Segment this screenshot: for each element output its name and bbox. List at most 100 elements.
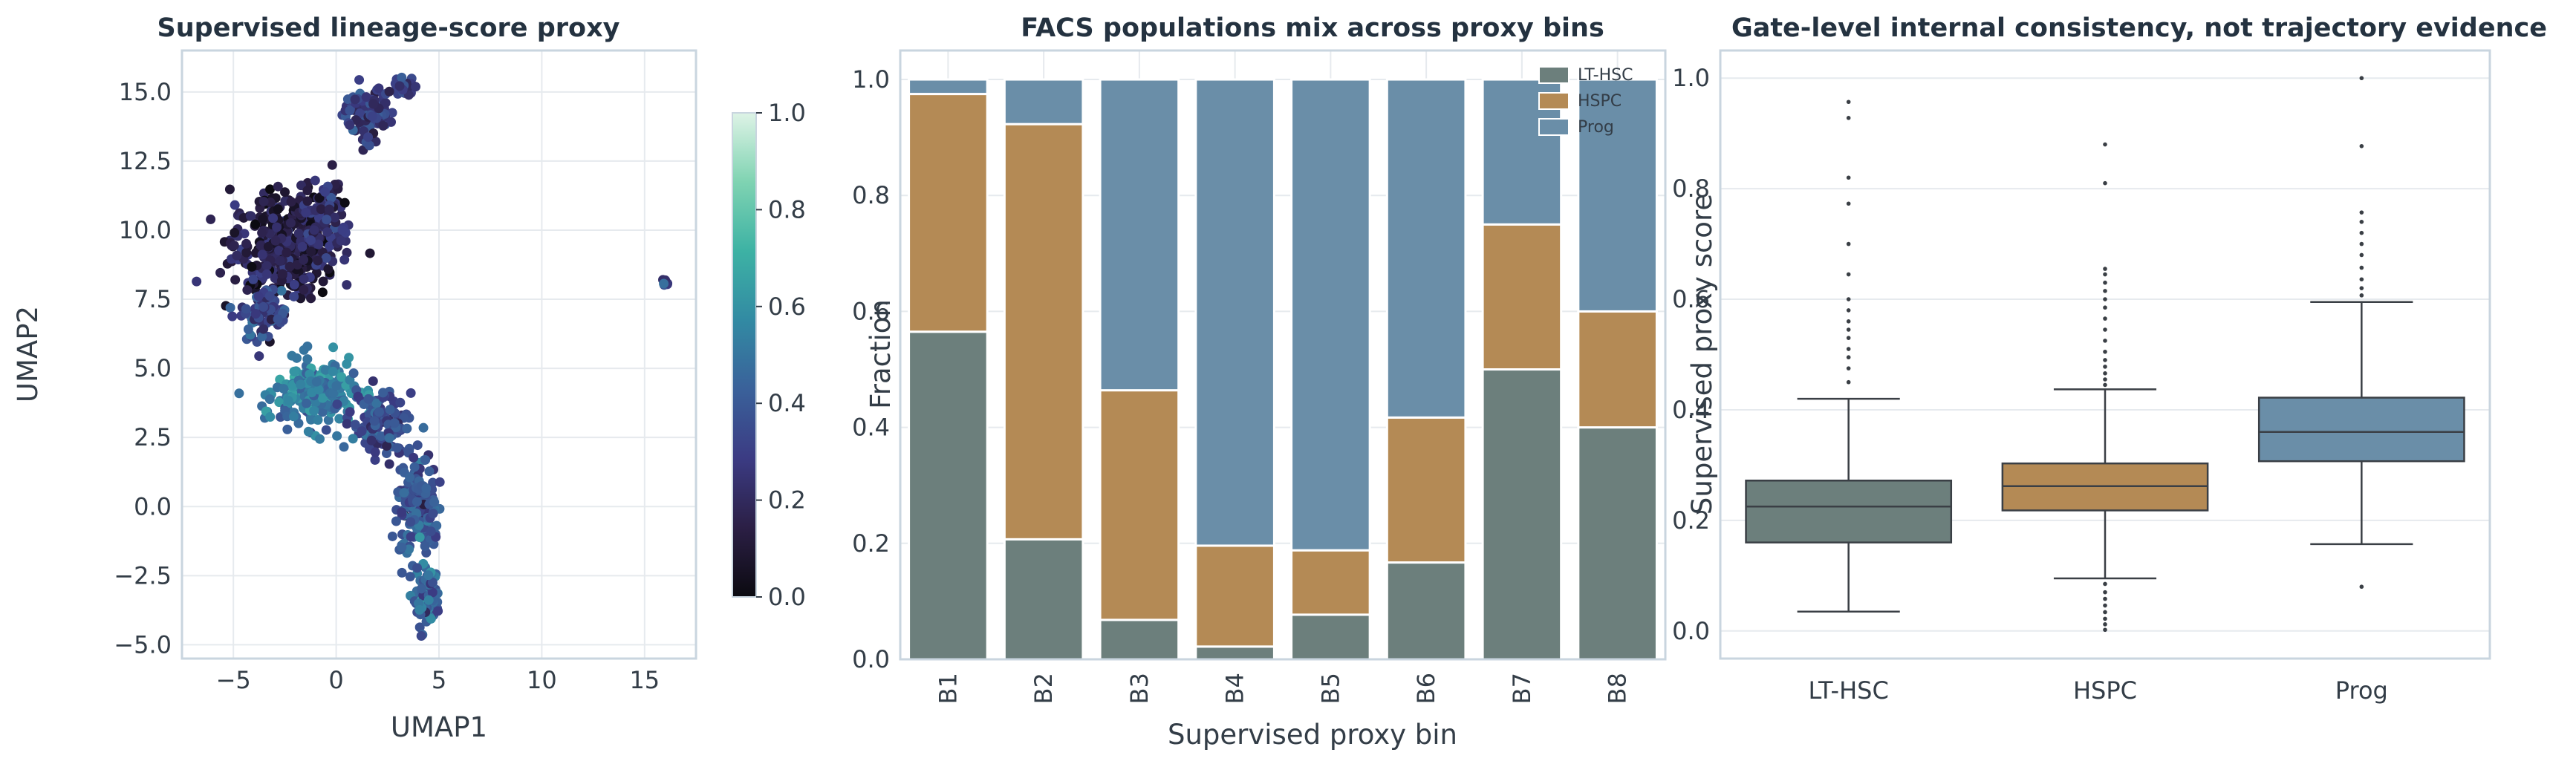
umap-point <box>409 452 419 463</box>
umap-point <box>331 381 342 391</box>
umap-xlabel: UMAP1 <box>391 711 487 743</box>
bar-title: FACS populations mix across proxy bins <box>1021 13 1604 43</box>
bar-xtick: B5 <box>1316 673 1344 704</box>
box-flier <box>2103 316 2107 321</box>
umap-point <box>418 422 429 433</box>
umap-point <box>423 570 434 581</box>
umap-point <box>263 241 273 252</box>
umap-point <box>302 398 312 408</box>
umap-frame <box>180 49 697 660</box>
umap-point <box>258 324 269 334</box>
umap-point <box>423 595 434 605</box>
colorbar-ticklabel: 0.4 <box>768 389 806 417</box>
umap-point <box>282 247 292 258</box>
umap-point <box>433 606 443 616</box>
umap-point <box>406 532 416 542</box>
umap-point <box>282 424 293 434</box>
umap-point <box>334 414 345 424</box>
umap-point <box>257 249 267 260</box>
box-flier <box>2103 371 2107 376</box>
box-flier <box>2103 627 2107 633</box>
umap-point <box>227 311 238 321</box>
box-flier <box>1846 99 1851 105</box>
umap-point <box>274 246 284 256</box>
box-frame <box>1719 49 2491 660</box>
bar-segment-hspc <box>1194 544 1275 648</box>
umap-point <box>323 264 334 274</box>
umap-point <box>409 462 420 472</box>
umap-point <box>378 388 388 398</box>
umap-point <box>426 526 436 537</box>
umap-point <box>285 218 296 228</box>
bar-frame <box>899 49 1667 661</box>
box-ticks: 0.0 0.2 0.4 0.6 0.8 1.0 LT-HSC HSPC Prog <box>1672 64 2388 705</box>
umap-point <box>264 394 275 405</box>
umap-point <box>309 405 319 416</box>
bar-segment-hspc <box>908 93 989 333</box>
umap-ytick: 12.5 <box>119 147 172 175</box>
bar-ytick: 0.6 <box>852 297 890 325</box>
bar-segment-lt-hsc <box>1003 538 1084 661</box>
umap-point <box>321 252 331 263</box>
box-flier <box>2359 76 2364 81</box>
umap-panel: Supervised lineage-score proxy −5 0 5 10 15−… <box>12 13 806 743</box>
umap-point <box>406 517 416 527</box>
box-flier <box>2103 377 2107 382</box>
umap-ytick: −5.0 <box>114 630 172 659</box>
box-xtick: Prog <box>2335 676 2388 705</box>
umap-point <box>427 587 438 598</box>
box-flier <box>2103 142 2107 147</box>
box-flier <box>2103 349 2107 354</box>
bar-legend: LT-HSC HSPC Prog <box>1538 66 1633 137</box>
umap-point <box>414 622 425 633</box>
umap-point <box>225 302 235 313</box>
box-flier <box>1846 366 1851 370</box>
umap-point <box>299 274 309 284</box>
box-plots <box>1745 76 2465 633</box>
umap-point <box>317 393 328 403</box>
umap-point <box>265 184 276 195</box>
box-body-prog <box>2257 396 2465 463</box>
umap-point <box>279 384 289 394</box>
box-ytick: 0.6 <box>1672 285 1710 313</box>
box-flier <box>2103 590 2107 595</box>
box-ytick: 0.0 <box>1672 617 1710 645</box>
umap-point <box>243 324 253 334</box>
box-body-lt-hsc <box>1745 480 1953 543</box>
box-flier <box>1846 308 1851 313</box>
box-flier <box>2103 610 2107 615</box>
umap-point <box>345 105 355 116</box>
umap-point <box>302 354 313 365</box>
box-ytick: 0.8 <box>1672 174 1710 203</box>
umap-point <box>429 497 440 507</box>
colorbar-ticklabel: 1.0 <box>768 99 806 127</box>
bar-segment-lt-hsc <box>1385 561 1467 661</box>
umap-ytick: 7.5 <box>134 285 172 313</box>
box-flier <box>2359 277 2364 282</box>
umap-point <box>416 631 426 641</box>
umap-point <box>273 314 283 324</box>
umap-point <box>270 235 281 246</box>
bar-xtick: B3 <box>1125 673 1154 704</box>
umap-point <box>342 280 352 290</box>
umap-point <box>241 247 252 258</box>
umap-point <box>261 269 272 279</box>
umap-point <box>317 287 328 298</box>
umap-point <box>323 415 334 425</box>
bar-ytick: 1.0 <box>852 65 890 94</box>
umap-point <box>273 204 283 215</box>
bar-segment-lt-hsc <box>1577 426 1658 661</box>
umap-point <box>234 388 244 399</box>
umap-point <box>306 414 316 425</box>
umap-point <box>272 222 282 232</box>
umap-point <box>357 426 367 437</box>
umap-point <box>405 472 415 483</box>
umap-point <box>342 419 352 429</box>
box-flier <box>2103 280 2107 285</box>
legend-label-hspc: HSPC <box>1578 92 1622 111</box>
box-flier <box>1846 201 1851 206</box>
umap-point <box>283 396 293 406</box>
bar-segment-hspc <box>1290 549 1371 616</box>
bar-segment-hspc <box>1481 223 1563 371</box>
umap-point <box>241 304 251 314</box>
